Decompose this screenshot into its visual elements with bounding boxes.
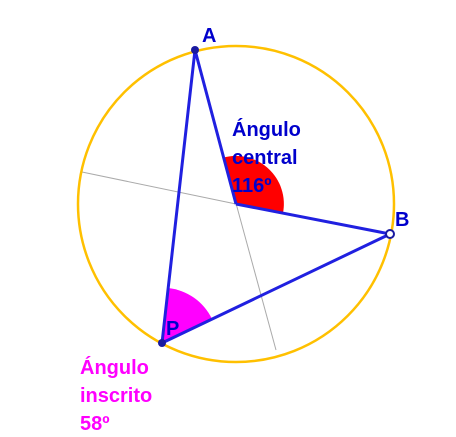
inscribed-angle-sector: [162, 288, 212, 343]
point-b: [385, 229, 395, 239]
central-angle-sector: [223, 155, 284, 213]
inscribed-label: 58º: [80, 413, 110, 435]
central-label: 116º: [232, 175, 272, 197]
central-label: Ángulo: [232, 118, 301, 141]
point-p: [158, 339, 166, 347]
inscribed-label: inscrito: [80, 385, 152, 407]
circle: [76, 44, 396, 364]
label-a: A: [202, 25, 216, 47]
inscribed-label: Ángulo: [80, 356, 149, 379]
label-p: P: [166, 318, 179, 340]
point-a: [191, 46, 199, 54]
bisector: [81, 171, 237, 205]
label-b: B: [395, 209, 409, 231]
central-label: central: [232, 147, 298, 169]
